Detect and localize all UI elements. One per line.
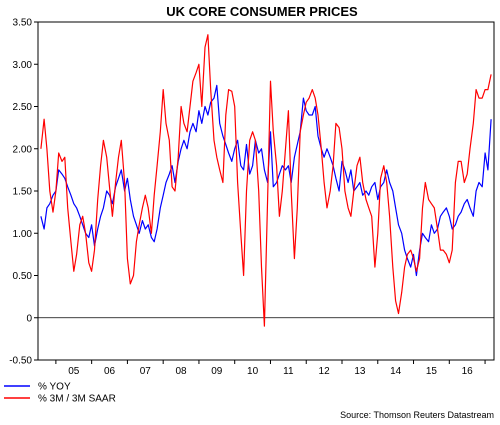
- legend: % YOY% 3M / 3M SAAR: [4, 382, 116, 405]
- x-tick-label: 13: [354, 366, 366, 377]
- x-tick-label: 10: [247, 366, 259, 377]
- x-tick-label: 12: [319, 366, 331, 377]
- x-tick-label: 05: [68, 366, 80, 377]
- y-tick-label: -0.50: [9, 356, 32, 367]
- series-yoy-line: [40, 84, 492, 277]
- x-tick-label: 11: [283, 366, 294, 377]
- legend-label: % YOY: [38, 382, 71, 393]
- x-axis: 05 06 07 08 09 10 11 12 13 14 15 16: [55, 360, 486, 377]
- x-tick-label: 14: [390, 366, 402, 377]
- chart-title: UK CORE CONSUMER PRICES: [166, 4, 358, 19]
- y-tick-label: 0: [26, 313, 32, 324]
- x-tick-label: 07: [140, 366, 152, 377]
- y-tick-label: 2.00: [13, 144, 33, 155]
- y-tick-label: 3.00: [13, 60, 33, 71]
- x-tick-label: 08: [175, 366, 187, 377]
- x-tick-label: 06: [104, 366, 116, 377]
- legend-label: % 3M / 3M SAAR: [38, 394, 116, 405]
- y-tick-label: 2.50: [13, 102, 33, 113]
- y-axis: 3.50 3.00 2.50 2.00 1.50 1.00 0.50 0 -0.50: [9, 18, 38, 367]
- y-tick-label: 0.50: [13, 271, 33, 282]
- y-tick-label: 3.50: [13, 18, 33, 29]
- x-tick-label: 09: [211, 366, 223, 377]
- plot-area: [37, 21, 495, 361]
- x-tick-label: 16: [462, 366, 474, 377]
- x-tick-label: 15: [426, 366, 438, 377]
- series-saar-line: [40, 34, 492, 327]
- series-layer: [40, 34, 492, 327]
- y-tick-label: 1.00: [13, 229, 33, 240]
- source-note: Source: Thomson Reuters Datastream: [340, 410, 494, 420]
- y-tick-label: 1.50: [13, 187, 33, 198]
